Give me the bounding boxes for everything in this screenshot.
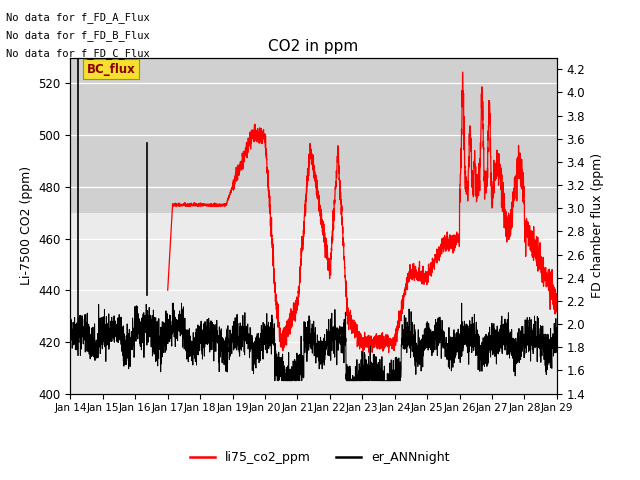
Text: No data for f_FD_C_Flux: No data for f_FD_C_Flux: [6, 48, 150, 60]
Text: BC_flux: BC_flux: [86, 63, 136, 76]
Y-axis label: Li-7500 CO2 (ppm): Li-7500 CO2 (ppm): [20, 166, 33, 285]
Legend: li75_co2_ppm, er_ANNnight: li75_co2_ppm, er_ANNnight: [186, 446, 454, 469]
Bar: [70, 58, 557, 213]
Text: No data for f_FD_A_Flux: No data for f_FD_A_Flux: [6, 12, 150, 23]
Y-axis label: FD chamber flux (ppm): FD chamber flux (ppm): [591, 153, 604, 298]
Text: No data for f_FD_B_Flux: No data for f_FD_B_Flux: [6, 30, 150, 41]
Title: CO2 in ppm: CO2 in ppm: [268, 39, 359, 54]
